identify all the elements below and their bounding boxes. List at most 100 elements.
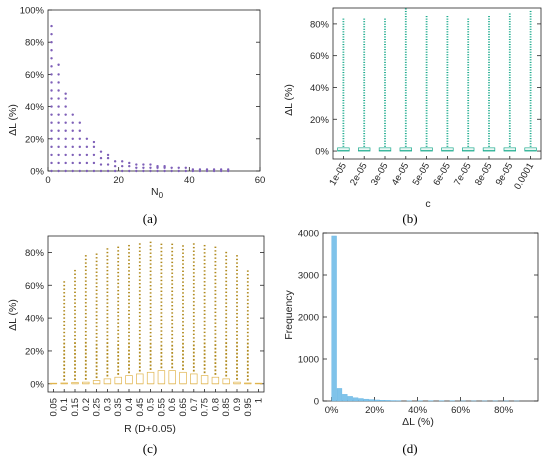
panel-c-outlier — [95, 332, 98, 335]
panel-c-outlier — [246, 353, 249, 356]
panel-c-outlier — [236, 374, 238, 377]
panel-c-outlier — [149, 306, 152, 309]
panel-c-outlier — [95, 318, 98, 320]
panel-c-outlier — [95, 311, 98, 313]
panel-c-outlier — [95, 358, 98, 361]
panel-c-outlier — [128, 313, 130, 315]
panel-c-outlier — [106, 255, 109, 257]
panel-b-box — [378, 147, 392, 152]
panel-c-outlier — [236, 363, 238, 366]
panel-c-outlier — [182, 299, 184, 301]
panel-c-outlier — [214, 246, 217, 248]
panel-c-outlier — [214, 293, 217, 295]
panel-c-outlier — [138, 333, 141, 336]
panel-c-outlier — [182, 328, 184, 330]
panel-c-outlier — [84, 287, 87, 290]
panel-a-point — [71, 113, 74, 116]
panel-c-outlier — [225, 266, 228, 268]
panel-a-ytick-label: 20% — [25, 134, 45, 145]
panel-c-xtick-label: 0.95 — [243, 398, 254, 417]
panel-c-outlier — [236, 258, 238, 261]
panel-c-outlier — [192, 369, 195, 372]
panel-c-outlier — [246, 299, 249, 301]
panel-c-outlier — [246, 306, 249, 308]
panel-c-outlier — [203, 255, 206, 258]
panel-c-outlier — [236, 284, 238, 286]
panel-c-outlier — [84, 302, 87, 304]
panel-c-outlier — [182, 335, 184, 337]
panel-c-outlier — [95, 340, 98, 342]
panel-c-outlier — [225, 349, 228, 352]
panel-c-outlier — [63, 313, 66, 316]
panel-c-outlier — [106, 273, 109, 275]
panel-a-ytick-label: 0% — [30, 167, 44, 178]
panel-c-outlier — [246, 346, 249, 349]
panel-c-outlier — [236, 280, 238, 282]
panel-a-point — [64, 97, 67, 100]
panel-c-outlier — [74, 353, 76, 355]
panel-c-outlier — [171, 344, 174, 347]
panel-c-outlier — [84, 374, 87, 377]
panel-a-point — [92, 161, 96, 165]
panel-c-xlabel: R (D+0.05) — [124, 423, 176, 435]
panel-c-outlier — [214, 279, 217, 281]
panel-c-outlier — [128, 266, 130, 269]
panel-c-outlier — [95, 372, 98, 375]
panel-c-outlier — [149, 274, 152, 276]
panel-c-outlier — [182, 277, 184, 280]
panel-c-outlier — [225, 287, 228, 290]
panel-c-outlier — [214, 329, 217, 332]
panel-a-point — [71, 137, 74, 140]
panel-c-outlier — [117, 261, 120, 263]
panel-c-outlier — [192, 337, 195, 339]
panel-c-outlier — [128, 252, 130, 254]
panel-c-outlier — [225, 342, 228, 344]
panel-b-xtick-label: 7e-05 — [452, 161, 474, 188]
panel-a-point — [78, 121, 82, 124]
panel-c-outlier — [192, 257, 195, 260]
panel-c-outlier — [84, 367, 87, 369]
panel-c-outlier — [160, 247, 163, 249]
panel-a-point — [99, 156, 103, 160]
panel-c-outlier — [128, 335, 130, 337]
panel-b-label: (b) — [402, 211, 417, 226]
panel-c-outlier — [214, 358, 217, 361]
panel-c-outlier — [192, 283, 195, 285]
panel-c-outlier — [84, 309, 87, 311]
panel-c-outlier — [225, 277, 228, 279]
panel-c-outlier — [138, 257, 141, 260]
panel-c-outlier — [84, 298, 87, 300]
panel-c-outlier — [106, 302, 109, 304]
panel-c-outlier — [138, 279, 141, 281]
panel-c-outlier — [95, 260, 98, 263]
panel-c-outlier — [160, 268, 163, 271]
panel-c-outlier — [63, 317, 66, 319]
panel-c-ytick-label: 20% — [25, 346, 45, 357]
panel-c-outlier — [246, 371, 249, 374]
panel-c-outlier — [225, 374, 228, 377]
panel-c-xtick-label: 0.15 — [70, 398, 81, 417]
panel-a-point — [57, 121, 60, 124]
panel-c-outlier — [236, 377, 238, 380]
panel-c-outlier — [192, 254, 195, 256]
panel-b-ytick-label: 0% — [315, 147, 329, 158]
panel-d-ytick-label: 1000 — [298, 355, 319, 366]
panel-c-outlier — [138, 311, 141, 314]
panel-c-outlier — [149, 324, 152, 327]
panel-c-outlier — [225, 320, 228, 322]
panel-a-point — [50, 49, 53, 52]
panel-c-outlier — [74, 334, 76, 337]
panel-c-outlier — [214, 300, 217, 303]
panel-c-outlier — [225, 363, 228, 366]
panel-c-outlier — [203, 324, 206, 326]
panel-c-outlier — [214, 318, 217, 321]
panel-c-outlier — [225, 338, 228, 340]
panel-a-point — [71, 129, 74, 132]
panel-c-outlier — [171, 286, 174, 289]
panel-c-outlier — [63, 371, 66, 374]
panel-c-outlier — [84, 255, 87, 257]
panel-c-outlier — [106, 306, 109, 308]
panel-c-outlier — [246, 295, 249, 298]
panel-c-outlier — [182, 346, 184, 349]
